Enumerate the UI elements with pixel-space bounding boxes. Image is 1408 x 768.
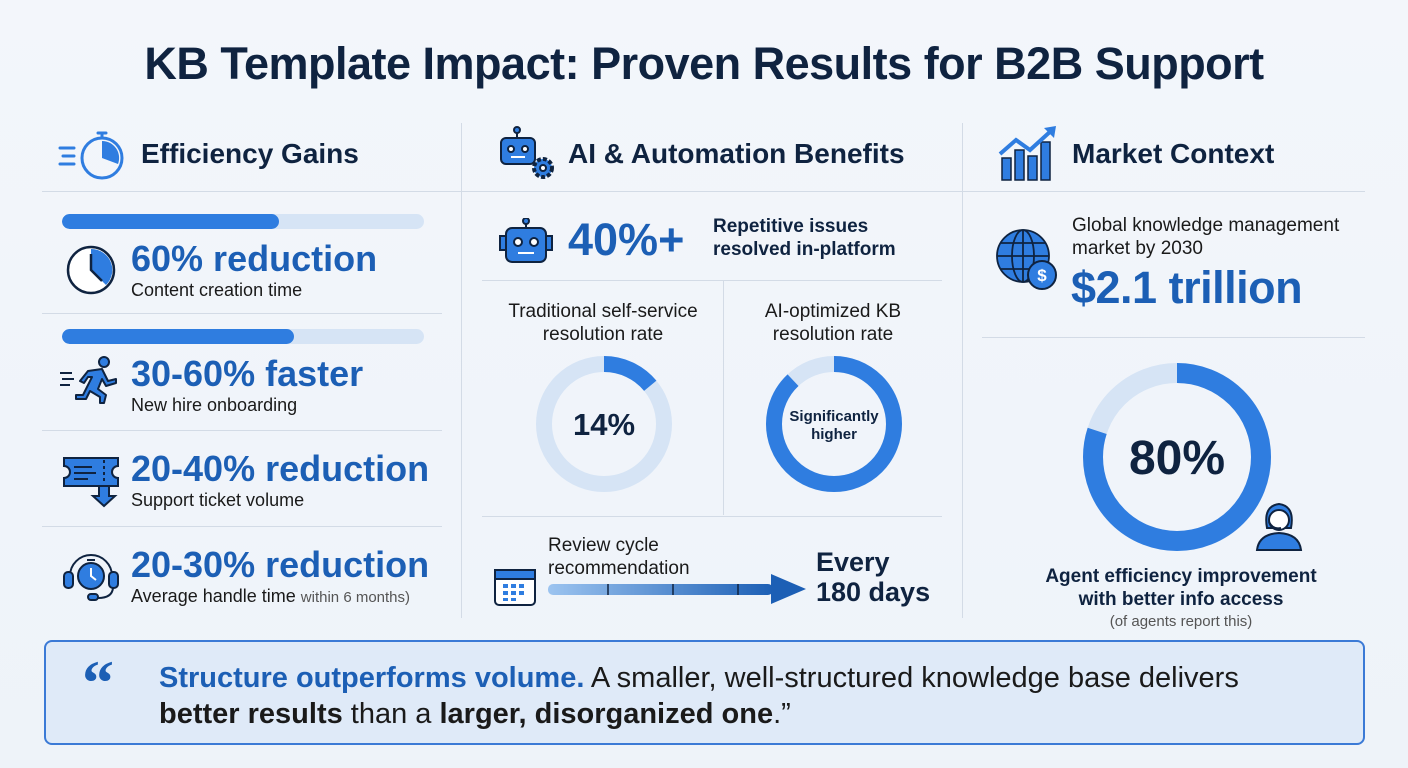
traditional-donut-chart: 14% (536, 356, 672, 492)
calendar-icon (494, 569, 536, 606)
running-person-icon (60, 356, 117, 404)
row-divider (42, 313, 442, 314)
clock-icon (66, 245, 116, 295)
row-divider (482, 280, 942, 281)
donut-value-arc (766, 356, 902, 492)
donut-value-arc (1083, 363, 1271, 551)
traditional-label: Traditional self-service resolution rate (508, 301, 698, 345)
donut-value-arc (536, 356, 672, 492)
row-divider (482, 516, 942, 517)
row-divider (42, 430, 442, 431)
support-agent-icon (1255, 502, 1303, 551)
efficiency-title: Efficiency Gains (141, 138, 359, 169)
progress-bar-onboarding (62, 329, 424, 344)
timeline-arrow (548, 574, 806, 604)
svg-text:$: $ (1037, 266, 1047, 285)
ai-headline-value: 40%+ (568, 214, 685, 265)
header-divider (42, 191, 1365, 192)
market-title: Market Context (1072, 138, 1275, 169)
agent-efficiency-note: (of agents report this) (1109, 613, 1253, 630)
row-divider (982, 337, 1365, 338)
quote-box: “ Structure outperforms volume. A smalle… (44, 640, 1365, 745)
metric-handle-time: 20-30% reduction Average handle time wit… (131, 544, 430, 606)
globe-dollar-icon: $ (996, 229, 1057, 290)
metric-onboarding: 30-60% faster New hire onboarding (131, 353, 364, 415)
robot-icon (499, 218, 553, 263)
metric-content-creation: 60% reduction Content creation time (131, 238, 378, 300)
ticket-down-icon (63, 457, 119, 508)
review-value: Every 180 days (816, 547, 931, 607)
market-value: $2.1 trillion (1071, 262, 1303, 313)
traditional-value: 14% (573, 407, 635, 442)
page-title: KB Template Impact: Proven Results for B… (144, 38, 1264, 89)
market-label: Global knowledge management market by 203… (1072, 215, 1340, 259)
optimized-center-2: higher (811, 426, 857, 443)
progress-bar-content-creation (62, 214, 424, 229)
ai-title: AI & Automation Benefits (568, 138, 905, 169)
optimized-label: AI-optimized KB resolution rate (764, 301, 902, 345)
row-divider (42, 526, 442, 527)
agent-efficiency-caption: Agent efficiency improvement with better … (1045, 566, 1317, 610)
column-divider (962, 123, 963, 618)
quote-mark-icon: “ (82, 647, 114, 718)
optimized-donut-chart: Significantly higher (766, 356, 902, 492)
headset-timer-icon (63, 554, 119, 601)
optimized-center-1: Significantly (789, 408, 879, 425)
stopwatch-icon (58, 131, 124, 180)
robot-gear-icon (500, 126, 554, 179)
column-divider (461, 123, 462, 618)
agent-efficiency-donut-chart: 80% (1083, 363, 1271, 551)
sub-divider (723, 281, 724, 515)
ai-headline-label: Repetitive issues resolved in-platform (713, 216, 896, 260)
growth-chart-icon (998, 126, 1056, 181)
agent-efficiency-value: 80% (1129, 432, 1225, 485)
review-label: Review cycle recommendation (548, 535, 690, 579)
metric-ticket-volume: 20-40% reduction Support ticket volume (131, 448, 430, 510)
quote-text: Structure outperforms volume. A smaller,… (159, 662, 1239, 730)
